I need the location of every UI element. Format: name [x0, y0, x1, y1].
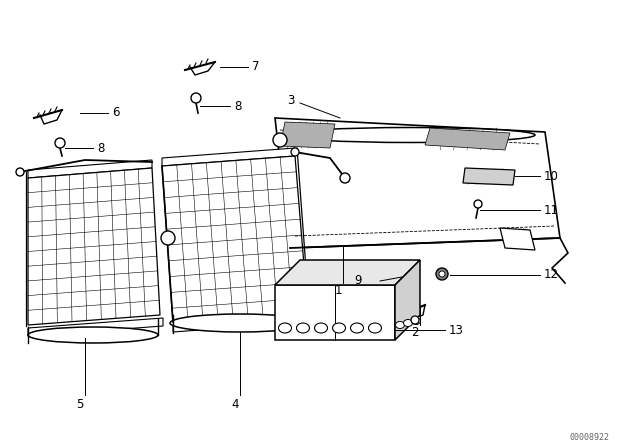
Ellipse shape: [170, 314, 310, 332]
Circle shape: [340, 173, 350, 183]
Circle shape: [161, 231, 175, 245]
Polygon shape: [28, 168, 160, 325]
Text: 10: 10: [544, 169, 559, 182]
Circle shape: [273, 133, 287, 147]
Polygon shape: [275, 285, 395, 340]
Ellipse shape: [314, 323, 328, 333]
Text: 13: 13: [449, 323, 464, 336]
Circle shape: [191, 93, 201, 103]
Text: 00008922: 00008922: [570, 434, 610, 443]
Ellipse shape: [396, 322, 404, 328]
Text: 12: 12: [544, 268, 559, 281]
Circle shape: [411, 316, 419, 324]
Circle shape: [439, 271, 445, 277]
Circle shape: [474, 200, 482, 208]
Ellipse shape: [28, 327, 158, 343]
Polygon shape: [173, 314, 308, 332]
Polygon shape: [500, 228, 535, 250]
Polygon shape: [275, 118, 560, 248]
Ellipse shape: [369, 323, 381, 333]
Ellipse shape: [403, 319, 413, 327]
Text: 9: 9: [355, 275, 362, 288]
Polygon shape: [162, 156, 308, 324]
Text: 11: 11: [544, 203, 559, 216]
Ellipse shape: [333, 323, 346, 333]
Text: 8: 8: [97, 142, 104, 155]
Circle shape: [436, 268, 448, 280]
Circle shape: [291, 148, 299, 156]
Text: 5: 5: [76, 397, 84, 410]
Text: 4: 4: [231, 397, 239, 410]
Polygon shape: [280, 122, 335, 148]
Text: 8: 8: [234, 99, 241, 112]
Polygon shape: [28, 318, 163, 336]
Text: 3: 3: [287, 94, 295, 107]
Circle shape: [16, 168, 24, 176]
Ellipse shape: [278, 323, 291, 333]
Polygon shape: [395, 260, 420, 340]
Circle shape: [55, 138, 65, 148]
Text: 2: 2: [412, 326, 419, 339]
Polygon shape: [162, 148, 295, 166]
Polygon shape: [425, 128, 510, 150]
Polygon shape: [28, 160, 152, 178]
Text: 7: 7: [252, 60, 259, 73]
Polygon shape: [463, 168, 515, 185]
Text: 6: 6: [112, 107, 120, 120]
Ellipse shape: [296, 323, 310, 333]
Ellipse shape: [351, 323, 364, 333]
Ellipse shape: [412, 318, 420, 324]
Ellipse shape: [285, 128, 535, 142]
Polygon shape: [275, 260, 420, 285]
Text: 1: 1: [334, 284, 342, 297]
